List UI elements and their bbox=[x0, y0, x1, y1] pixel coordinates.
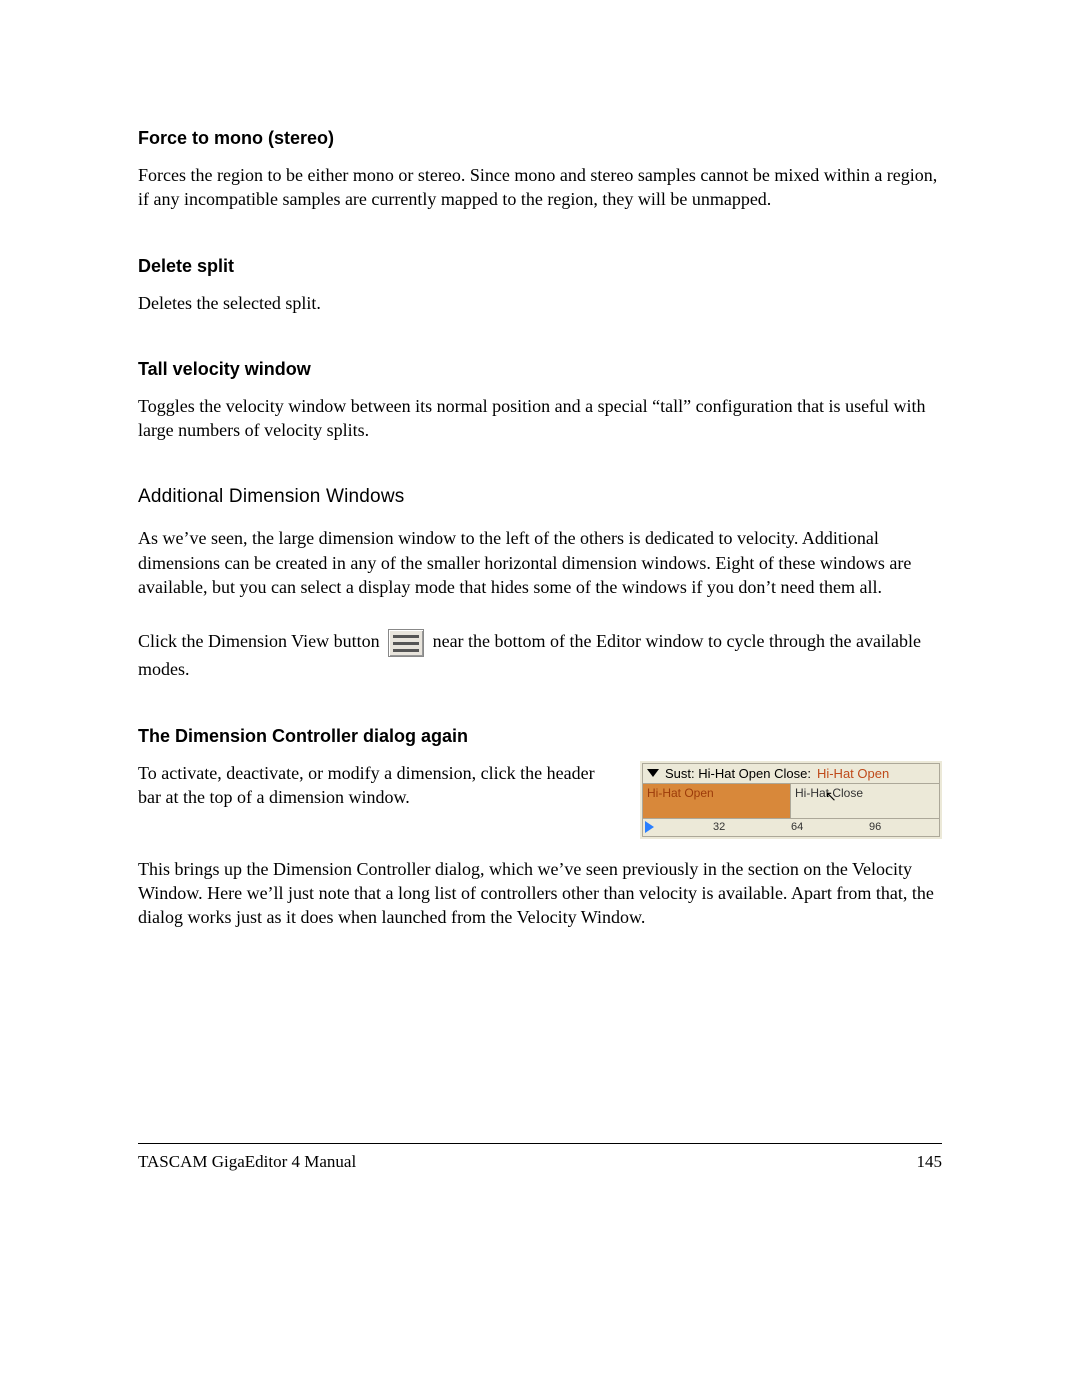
dimension-header-bar[interactable]: Sust: Hi-Hat Open Close: Hi-Hat Open bbox=[642, 763, 940, 783]
dimension-header-label: Sust: Hi-Hat Open Close: bbox=[665, 766, 811, 781]
dimension-view-icon bbox=[388, 629, 424, 657]
play-marker-icon bbox=[645, 821, 654, 833]
para-dim-controller-2: This brings up the Dimension Controller … bbox=[138, 857, 942, 930]
heading-force-mono: Force to mono (stereo) bbox=[138, 128, 942, 149]
dimension-scale: 32 64 96 bbox=[642, 819, 940, 837]
page-number: 145 bbox=[917, 1152, 943, 1172]
para-force-mono: Forces the region to be either mono or s… bbox=[138, 163, 942, 212]
dimension-body: Hi-Hat Open Hi-Hat Close ↖ bbox=[642, 783, 940, 819]
footer-title: TASCAM GigaEditor 4 Manual bbox=[138, 1152, 356, 1172]
para-additional-dim-2: Click the Dimension View button near the… bbox=[138, 629, 942, 681]
dimension-window: Sust: Hi-Hat Open Close: Hi-Hat Open Hi-… bbox=[640, 761, 942, 839]
scale-64: 64 bbox=[791, 821, 803, 833]
para-delete-split: Deletes the selected split. bbox=[138, 291, 942, 315]
dimension-header-value: Hi-Hat Open bbox=[817, 766, 889, 781]
heading-additional-dim: Additional Dimension Windows bbox=[138, 486, 942, 508]
heading-tall-velocity: Tall velocity window bbox=[138, 359, 942, 380]
dimension-split-open-label: Hi-Hat Open bbox=[647, 786, 714, 800]
page-content: Force to mono (stereo) Forces the region… bbox=[138, 128, 942, 960]
text-before-icon: Click the Dimension View button bbox=[138, 632, 384, 652]
scale-32: 32 bbox=[713, 821, 725, 833]
para-tall-velocity: Toggles the velocity window between its … bbox=[138, 394, 942, 443]
para-dim-controller-1: To activate, deactivate, or modify a dim… bbox=[138, 761, 622, 810]
heading-delete-split: Delete split bbox=[138, 256, 942, 277]
dropdown-triangle-icon bbox=[647, 769, 659, 777]
dimension-split-close-label: Hi-Hat Close bbox=[795, 786, 863, 800]
page-footer: TASCAM GigaEditor 4 Manual 145 bbox=[138, 1152, 942, 1172]
footer-rule bbox=[138, 1143, 942, 1144]
dimension-split-open[interactable]: Hi-Hat Open bbox=[643, 784, 791, 818]
heading-dim-controller: The Dimension Controller dialog again bbox=[138, 726, 942, 747]
para-additional-dim-1: As we’ve seen, the large dimension windo… bbox=[138, 526, 942, 599]
dim-controller-row: To activate, deactivate, or modify a dim… bbox=[138, 761, 942, 839]
dimension-split-close[interactable]: Hi-Hat Close ↖ bbox=[791, 784, 939, 818]
scale-96: 96 bbox=[869, 821, 881, 833]
